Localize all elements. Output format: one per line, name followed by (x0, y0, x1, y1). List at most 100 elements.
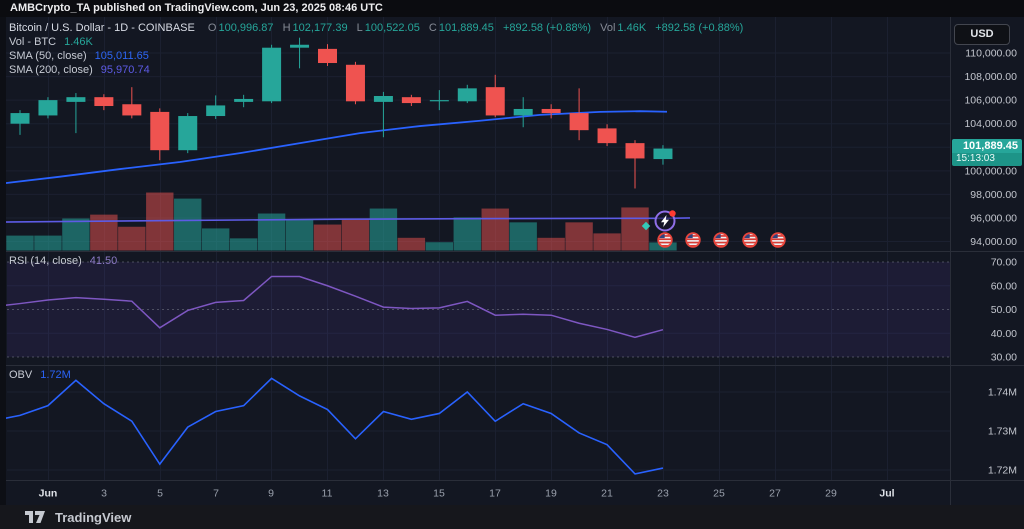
economic-event-flag-icon[interactable] (657, 232, 673, 248)
svg-text:19: 19 (545, 488, 557, 500)
obv-line (0, 377, 664, 475)
candle-body (597, 128, 617, 144)
tradingview-brand[interactable]: TradingView (55, 509, 132, 525)
economic-event-flag-icon[interactable] (685, 232, 701, 248)
svg-text:100,000.00: 100,000.00 (964, 165, 1017, 177)
svg-text:9: 9 (268, 488, 274, 500)
high-value: 102,177.39 (292, 22, 348, 34)
svg-text:29: 29 (825, 488, 837, 500)
svg-text:94,000.00: 94,000.00 (970, 236, 1017, 248)
high-label: H (282, 22, 291, 34)
candle-body (318, 48, 338, 64)
svg-text:11: 11 (322, 488, 333, 500)
vol-label: Vol (600, 22, 616, 34)
svg-text:27: 27 (769, 488, 781, 500)
svg-text:98,000.00: 98,000.00 (970, 189, 1017, 201)
svg-text:Jun: Jun (39, 488, 58, 500)
indicator-row-volume[interactable]: Vol - BTC 1.46K (9, 36, 93, 48)
candle-body (206, 105, 226, 117)
svg-text:13: 13 (377, 488, 389, 500)
change-value: +892.58 (+0.88%) (502, 22, 592, 34)
candle-body (513, 108, 533, 116)
candle-body (178, 116, 198, 151)
candle-body (373, 96, 393, 102)
publish-banner: AMBCrypto_TA published on TradingView.co… (0, 0, 1024, 17)
last-price-badge: 101,889.45 15:13:03 (952, 139, 1022, 166)
candle-body (653, 148, 673, 160)
open-value: 100,996.87 (218, 22, 274, 34)
candle-body (429, 100, 449, 102)
candle-body (345, 64, 365, 102)
candle-body (10, 113, 30, 124)
publish-text: AMBCrypto_TA published on TradingView.co… (10, 2, 383, 14)
svg-text:5: 5 (157, 488, 163, 500)
svg-text:7: 7 (213, 488, 219, 500)
symbol-title: Bitcoin / U.S. Dollar - 1D - COINBASE (9, 22, 195, 34)
svg-text:104,000.00: 104,000.00 (964, 118, 1017, 130)
svg-text:1.73M: 1.73M (988, 426, 1017, 438)
svg-text:15: 15 (433, 488, 445, 500)
svg-text:70.00: 70.00 (991, 257, 1017, 269)
svg-text:60.00: 60.00 (991, 280, 1017, 292)
candle-body (150, 111, 170, 151)
vol-value: 1.46K (617, 22, 647, 34)
indicator-row-sma50[interactable]: SMA (50, close) 105,011.65 (9, 50, 149, 62)
svg-text:50.00: 50.00 (991, 304, 1017, 316)
candle-body (262, 47, 282, 102)
economic-event-flag-icon[interactable] (770, 232, 786, 248)
indicator-row-sma200[interactable]: SMA (200, close) 95,970.74 (9, 64, 150, 76)
svg-text:17: 17 (489, 488, 501, 500)
currency-toggle-button[interactable]: USD (954, 24, 1010, 45)
last-price: 101,889.45 (962, 140, 1018, 152)
candlestick-series (10, 37, 673, 189)
tradingview-footer: TradingView (0, 505, 1024, 529)
candle-body (401, 97, 421, 104)
svg-text:40.00: 40.00 (991, 328, 1017, 340)
candle-body (569, 113, 589, 131)
candle-body (234, 98, 254, 102)
candle-body (485, 87, 505, 116)
tradingview-logo-icon[interactable] (24, 509, 48, 525)
candle-body (94, 97, 114, 107)
svg-text:Jul: Jul (879, 488, 894, 500)
economic-event-flag-icon[interactable] (742, 232, 758, 248)
rsi-legend[interactable]: RSI (14, close) 41.50 (9, 255, 118, 267)
obv-legend[interactable]: OBV 1.72M (9, 369, 71, 381)
vol-change-value: +892.58 (+0.88%) (655, 22, 744, 34)
time-axis[interactable]: Jun 3 5 7 9 11 13 15 17 19 21 23 25 27 29 Jul (39, 488, 895, 500)
close-value: 101,889.45 (438, 22, 494, 34)
close-label: C (428, 22, 437, 34)
svg-text:1.74M: 1.74M (988, 387, 1017, 399)
event-lightning-icon[interactable] (654, 210, 676, 232)
bar-countdown: 15:13:03 (956, 153, 995, 164)
sma50-line (0, 110, 668, 185)
candle-body (66, 97, 86, 102)
candle-body (457, 88, 477, 102)
volume-series (6, 192, 677, 251)
candle-body (625, 143, 645, 159)
svg-text:1.72M: 1.72M (988, 465, 1017, 477)
economic-event-flag-icon[interactable] (713, 232, 729, 248)
svg-text:108,000.00: 108,000.00 (964, 71, 1017, 83)
svg-text:25: 25 (713, 488, 725, 500)
svg-text:106,000.00: 106,000.00 (964, 95, 1017, 107)
candle-body (122, 104, 142, 116)
svg-text:30.00: 30.00 (991, 352, 1017, 364)
svg-text:3: 3 (101, 488, 107, 500)
rsi-line (0, 275, 664, 339)
low-label: L (356, 22, 363, 34)
candle-body (38, 100, 58, 116)
price-axis[interactable]: 110,000.00 108,000.00 106,000.00 104,000.00… (964, 48, 1017, 477)
left-gutter (0, 17, 6, 505)
open-label: O (207, 22, 217, 34)
svg-text:110,000.00: 110,000.00 (965, 48, 1017, 60)
grid-lines (0, 17, 950, 480)
candle-body (290, 44, 310, 48)
svg-text:96,000.00: 96,000.00 (970, 212, 1017, 224)
svg-text:21: 21 (601, 488, 613, 500)
svg-text:23: 23 (657, 488, 669, 500)
